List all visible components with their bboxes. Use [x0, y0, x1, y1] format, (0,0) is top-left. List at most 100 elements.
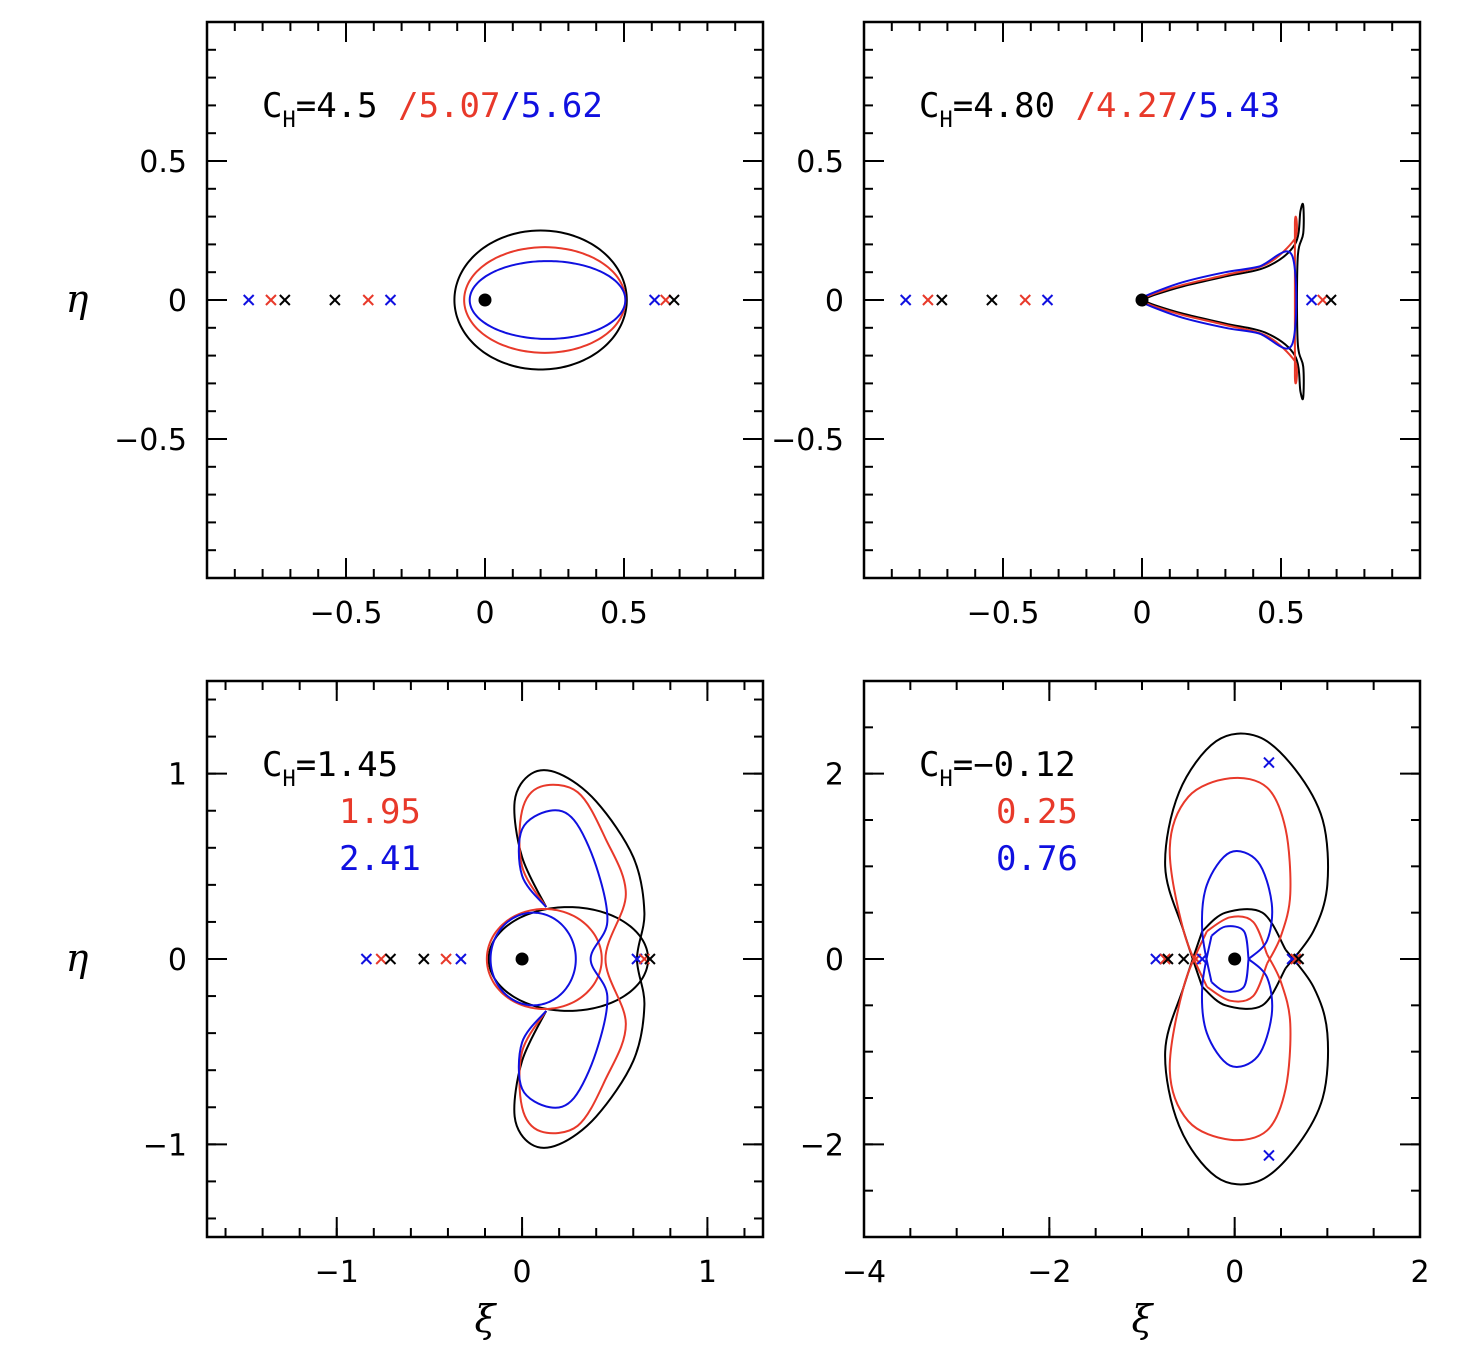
lagrange-point-marker	[440, 953, 452, 965]
lagrange-point-marker	[1316, 294, 1329, 306]
annotation-text: C	[919, 745, 939, 785]
lagrange-point-marker	[1263, 1149, 1275, 1162]
marker-stroke	[648, 294, 661, 306]
annotation-text: /4.27	[1076, 86, 1178, 126]
series-curve-red	[518, 783, 627, 1135]
panel-top-left: −0.5 0 0.5 0.5 0 −0.5 η CH=4.5 /5.07/5.62	[66, 20, 765, 631]
x-tick-label: 1	[698, 1255, 717, 1290]
lagrange-point-marker	[362, 294, 374, 306]
y-tick-label: 0.5	[796, 145, 844, 180]
annotation-text: =4.80	[953, 86, 1076, 126]
panel-data	[242, 229, 680, 371]
marker-stroke	[279, 294, 291, 306]
marker-stroke	[384, 953, 397, 965]
lagrange-point-marker	[265, 294, 277, 306]
lagrange-point-marker	[922, 294, 934, 306]
annotation-line-0: CH=4.5 /5.07/5.62	[262, 86, 603, 133]
panel-data	[899, 202, 1337, 401]
marker-stroke	[384, 294, 397, 306]
series-curve-black	[1164, 930, 1330, 1186]
annotation-subscript: H	[282, 108, 295, 133]
panel-data	[360, 769, 656, 1149]
marker-stroke	[375, 953, 387, 965]
lagrange-point-marker	[668, 294, 680, 306]
annotation-line-2: 2.41	[339, 839, 421, 879]
lagrange-point-marker	[279, 294, 291, 306]
marker-stroke	[1162, 953, 1174, 965]
series-curve-red	[1138, 215, 1298, 385]
marker-stroke	[1196, 953, 1208, 965]
x-tick-label: −0.5	[310, 596, 383, 631]
annotation-text: 0.76	[996, 839, 1078, 879]
lagrange-point-marker	[360, 953, 373, 965]
annotation-subscript: H	[939, 108, 952, 133]
y-tick-label: 0	[825, 943, 844, 978]
lagrange-point-marker	[455, 953, 467, 965]
marker-stroke	[455, 953, 467, 965]
series-curve-blue	[517, 809, 609, 1109]
y-tick-label: 0	[168, 284, 187, 319]
series-curve-blue	[1136, 250, 1298, 350]
y-tick-label: 1	[168, 758, 187, 793]
annotation-line-2: 0.76	[996, 839, 1078, 879]
series-curve-blue	[1200, 935, 1274, 1068]
series-curve-red	[485, 907, 603, 1011]
central-body-dot	[1135, 293, 1149, 307]
lagrange-point-marker	[936, 294, 948, 306]
marker-stroke	[362, 294, 374, 306]
y-axis-label: η	[66, 936, 89, 980]
y-tick-label: 0.5	[139, 145, 187, 180]
lagrange-point-marker	[1041, 294, 1054, 306]
marker-stroke	[1263, 756, 1275, 769]
lagrange-point-marker	[384, 294, 397, 306]
annotation-subscript: H	[939, 767, 952, 792]
lagrange-point-marker	[1162, 953, 1174, 965]
x-tick-label: −0.5	[967, 596, 1040, 631]
lagrange-point-marker	[648, 294, 661, 306]
lagrange-point-marker	[1150, 953, 1162, 965]
marker-stroke	[1150, 953, 1162, 965]
annotation-line-0: CH=4.80 /4.27/5.43	[919, 86, 1280, 133]
marker-stroke	[1159, 953, 1171, 965]
central-body-dot	[1228, 952, 1242, 966]
annotation-text: =4.5	[296, 86, 398, 126]
marker-stroke	[668, 294, 680, 306]
central-body-dot	[515, 952, 529, 966]
series-curve-red	[463, 246, 627, 354]
annotation-text: 2.41	[339, 839, 421, 879]
lagrange-point-marker	[1305, 294, 1318, 306]
lagrange-point-marker	[1292, 953, 1305, 965]
x-tick-label: 0	[513, 1255, 532, 1290]
annotation-text: 0.25	[996, 792, 1078, 832]
marker-stroke	[1177, 953, 1190, 965]
lagrange-point-marker	[242, 294, 255, 306]
y-tick-label: −0.5	[771, 423, 844, 458]
marker-stroke	[329, 294, 341, 306]
series-curve-blue	[468, 260, 627, 340]
annotation-text: 1.95	[339, 792, 421, 832]
lagrange-point-marker	[1019, 294, 1031, 306]
x-axis-label: ξ	[1132, 1297, 1155, 1341]
x-tick-label: −1	[315, 1255, 359, 1290]
series-curve-blue	[1210, 925, 1250, 960]
series-curve-black	[1201, 908, 1287, 951]
panel-data	[1150, 732, 1330, 1186]
series-curve-black	[487, 906, 650, 1012]
lagrange-point-marker	[1196, 953, 1208, 965]
annotation-text: /5.43	[1178, 86, 1280, 126]
marker-stroke	[1325, 294, 1337, 306]
marker-stroke	[360, 953, 373, 965]
marker-stroke	[1305, 294, 1318, 306]
series-curve-black	[1201, 967, 1287, 1010]
lagrange-point-marker	[659, 294, 672, 306]
series-curve-red	[1206, 915, 1269, 955]
annotation-text: C	[262, 86, 282, 126]
series-curve-black	[1164, 732, 1330, 988]
marker-stroke	[1290, 953, 1302, 965]
annotation-subscript: H	[282, 767, 295, 792]
lagrange-point-marker	[899, 294, 912, 306]
series-curve-blue	[1210, 958, 1250, 993]
lagrange-point-marker	[375, 953, 387, 965]
